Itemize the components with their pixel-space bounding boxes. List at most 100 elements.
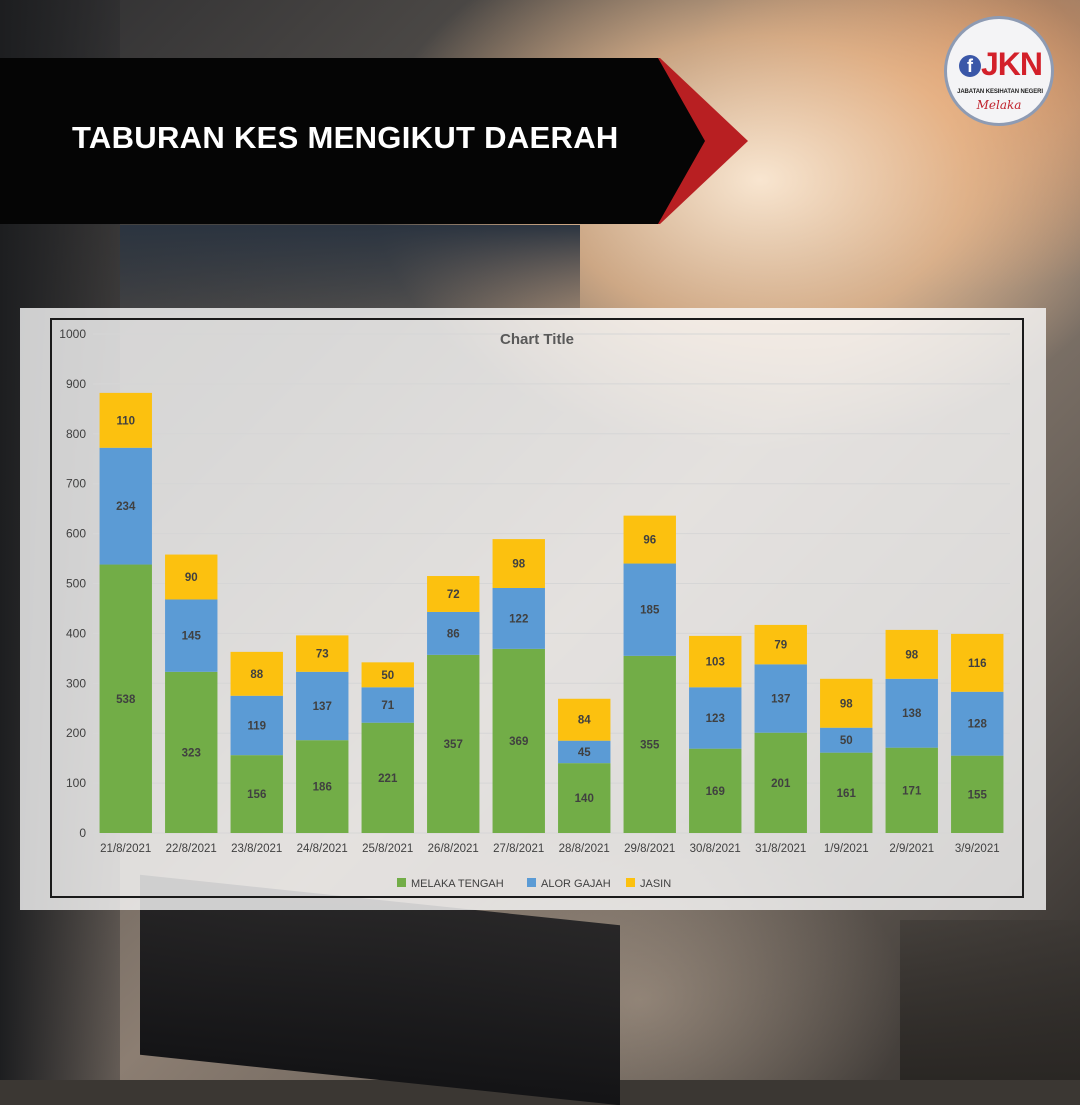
data-label: 98 <box>512 559 525 571</box>
data-label: 357 <box>444 739 463 751</box>
background-device-corner <box>900 920 1080 1080</box>
data-label: 96 <box>643 535 656 547</box>
header-banner <box>0 58 705 224</box>
bar-segment <box>951 691 1004 756</box>
bar-segment <box>230 651 283 696</box>
bar-segment <box>885 747 938 833</box>
bar-segment <box>165 599 218 672</box>
logo-script: Melaka <box>976 98 1022 112</box>
data-label: 201 <box>771 778 791 790</box>
bar-segment <box>951 755 1004 833</box>
bar-segment <box>492 648 545 833</box>
y-tick-label: 0 <box>79 826 86 840</box>
data-label: 128 <box>968 719 988 731</box>
data-label: 155 <box>968 789 988 801</box>
bar-segment <box>558 698 611 741</box>
bar-segment <box>427 654 480 833</box>
x-tick-label: 27/8/2021 <box>493 843 544 855</box>
data-label: 185 <box>640 605 660 617</box>
data-label: 138 <box>902 708 922 720</box>
y-tick-label: 100 <box>66 776 86 790</box>
bar-segment <box>623 655 676 833</box>
x-tick-label: 26/8/2021 <box>428 843 479 855</box>
y-tick-label: 900 <box>66 377 86 391</box>
logo-letters: JKN <box>981 46 1043 82</box>
data-label: 98 <box>840 698 853 710</box>
data-label: 123 <box>706 713 725 725</box>
bar-segment <box>492 587 545 649</box>
bar-segment <box>296 740 349 833</box>
data-label: 84 <box>578 715 591 727</box>
data-label: 538 <box>116 694 136 706</box>
y-tick-label: 500 <box>66 577 86 591</box>
bar-segment <box>230 755 283 833</box>
bar-segment <box>361 662 414 688</box>
x-tick-label: 21/8/2021 <box>100 843 151 855</box>
x-tick-label: 3/9/2021 <box>955 843 1000 855</box>
data-label: 145 <box>182 631 202 643</box>
x-tick-label: 24/8/2021 <box>297 843 348 855</box>
legend-label: JASIN <box>640 878 671 890</box>
bar-segment <box>165 671 218 833</box>
bars: 538 234 110 323 145 90 156 119 88 186 137 73 221 71 50… <box>99 392 1004 833</box>
data-label: 355 <box>640 739 660 751</box>
data-label: 323 <box>182 747 201 759</box>
x-tick-label: 22/8/2021 <box>166 843 217 855</box>
y-tick-label: 600 <box>66 527 86 541</box>
data-label: 79 <box>774 640 787 652</box>
data-label: 169 <box>706 786 725 798</box>
bar-segment <box>820 752 873 833</box>
data-label: 221 <box>378 773 398 785</box>
data-label: 88 <box>250 669 263 681</box>
bar-segment <box>296 635 349 672</box>
background-monitor-screen <box>120 225 580 315</box>
data-label: 186 <box>313 782 332 794</box>
bar-segment <box>558 740 611 764</box>
x-tick-label: 31/8/2021 <box>755 843 806 855</box>
logo-subtitle: JABATAN KESIHATAN NEGERI <box>957 89 1043 95</box>
x-tick-label: 29/8/2021 <box>624 843 675 855</box>
bar-segment <box>754 624 807 665</box>
bar-segment <box>885 629 938 679</box>
bar-segment <box>820 678 873 728</box>
x-tick-label: 28/8/2021 <box>559 843 610 855</box>
bar-segment <box>689 748 742 833</box>
data-label: 234 <box>116 501 136 513</box>
page-title: TABURAN KES MENGIKUT DAERAH <box>72 120 619 155</box>
data-label: 116 <box>968 658 987 670</box>
logo-f-mark: f <box>959 55 981 77</box>
y-tick-label: 400 <box>66 626 86 640</box>
legend-swatch <box>626 878 635 887</box>
x-axis-ticks: 21/8/2021 22/8/2021 23/8/2021 24/8/2021 25/8… <box>100 843 999 855</box>
bar-segment <box>885 678 938 748</box>
x-tick-label: 25/8/2021 <box>362 843 413 855</box>
x-tick-label: 2/9/2021 <box>889 843 934 855</box>
bar-segment <box>754 664 807 733</box>
data-label: 137 <box>771 694 790 706</box>
bar-segment <box>361 687 414 723</box>
data-label: 90 <box>185 572 198 584</box>
x-tick-label: 1/9/2021 <box>824 843 869 855</box>
data-label: 71 <box>381 700 394 712</box>
bar-segment <box>689 687 742 749</box>
bar-segment <box>623 563 676 656</box>
data-label: 171 <box>902 785 922 797</box>
jkn-logo: f JKN JABATAN KESIHATAN NEGERI Melaka <box>944 16 1054 126</box>
y-axis-ticks: 0 100 200 300 400 500 600 700 800 900 1000 <box>59 327 86 840</box>
data-label: 369 <box>509 736 528 748</box>
bar-segment <box>296 671 349 741</box>
legend-label: ALOR GAJAH <box>541 878 611 890</box>
data-label: 86 <box>447 628 460 640</box>
bar-segment <box>361 722 414 833</box>
bar-segment <box>427 576 480 612</box>
bar-segment <box>689 635 742 688</box>
data-label: 50 <box>840 735 853 747</box>
legend-swatch <box>397 878 406 887</box>
data-label: 110 <box>116 415 135 427</box>
chart-title: Chart Title <box>500 331 574 348</box>
data-label: 140 <box>575 793 594 805</box>
y-tick-label: 700 <box>66 477 86 491</box>
x-tick-label: 30/8/2021 <box>690 843 741 855</box>
data-label: 103 <box>706 657 725 669</box>
bar-segment <box>820 727 873 753</box>
